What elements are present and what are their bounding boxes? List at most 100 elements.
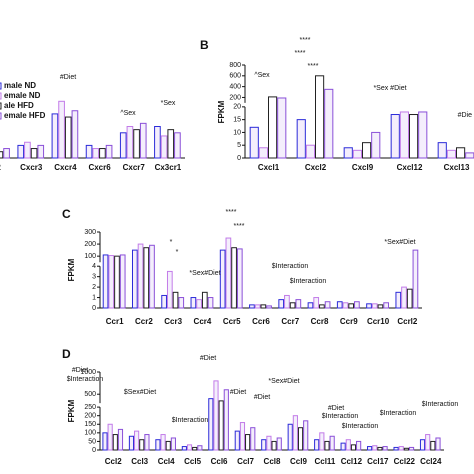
bar <box>249 126 259 159</box>
bar <box>64 116 72 159</box>
legend-label: emale HFD <box>4 111 46 120</box>
bar <box>172 291 179 309</box>
x-tick-label: Ccr8 <box>311 317 329 326</box>
y-axis-label: FPKM <box>217 100 226 123</box>
bar <box>166 270 173 309</box>
bar <box>223 389 229 451</box>
bar <box>170 437 176 451</box>
annotation: #Diet <box>72 367 88 374</box>
bar <box>412 249 419 309</box>
bar <box>114 255 120 309</box>
bar <box>393 446 399 451</box>
x-tick-label: Ccl6 <box>211 457 228 466</box>
legend-swatch <box>0 92 2 100</box>
legend-swatch <box>0 112 2 120</box>
panel-label: D <box>62 347 71 361</box>
bar <box>208 398 214 451</box>
y-tick-label: 300 <box>84 229 96 236</box>
bar <box>30 148 38 159</box>
bar <box>154 126 161 159</box>
bar <box>201 291 208 309</box>
bar <box>395 291 402 309</box>
bar <box>350 444 357 451</box>
bar <box>303 420 309 451</box>
bar <box>186 444 193 451</box>
annotation: **** <box>226 209 237 216</box>
bar <box>398 446 404 451</box>
y-tick-label: 50 <box>88 438 96 445</box>
bar <box>51 113 59 159</box>
bar <box>314 439 320 451</box>
annotation: $Interaction <box>290 278 327 285</box>
bar <box>131 249 138 309</box>
bar <box>287 423 293 451</box>
x-tick-label: Cxcl1 <box>258 163 280 172</box>
bar <box>409 114 419 159</box>
annotation: $Interaction <box>380 410 417 417</box>
annotation: #Die <box>458 112 473 119</box>
bar <box>119 132 127 159</box>
y-tick-label: 0 <box>237 155 241 162</box>
annotation: **** <box>234 223 245 230</box>
bar <box>419 439 426 451</box>
annotation: *Sex#Diet <box>384 239 415 246</box>
bar <box>119 254 126 309</box>
x-tick-label: Cxcl12 <box>397 163 423 172</box>
bar <box>144 434 150 451</box>
y-tick-label: 150 <box>84 421 96 428</box>
y-tick-label: 200 <box>84 413 96 420</box>
bar <box>85 144 93 159</box>
bar <box>268 96 278 159</box>
x-tick-label: r2 <box>0 163 1 172</box>
bar <box>382 446 388 451</box>
bar <box>324 440 330 451</box>
annotation: ^Sex <box>120 110 136 117</box>
bar <box>319 432 325 451</box>
y-axis-label: FPKM <box>67 399 76 422</box>
bar <box>465 152 474 159</box>
legend-swatch <box>0 82 2 90</box>
bar <box>17 144 25 159</box>
bar <box>178 297 185 309</box>
y-tick-label: 15 <box>233 116 241 123</box>
bar <box>112 434 118 451</box>
annotation: #Diet <box>230 389 246 396</box>
y-tick-label: 100 <box>84 430 96 437</box>
bar <box>292 415 298 451</box>
bar <box>0 151 4 159</box>
bar <box>3 148 10 159</box>
x-tick-label: Ccl8 <box>264 457 281 466</box>
bar <box>305 144 315 159</box>
bar <box>260 304 267 309</box>
x-tick-label: Ccl12 <box>341 457 363 466</box>
bar <box>58 100 65 159</box>
x-tick-label: Ccr1 <box>106 317 124 326</box>
bar <box>390 114 400 159</box>
x-tick-label: Ccr6 <box>252 317 270 326</box>
bar <box>107 423 113 451</box>
y-tick-label: 1000 <box>80 369 96 376</box>
x-tick-label: Ccl3 <box>131 457 148 466</box>
bar <box>266 435 272 451</box>
x-tick-label: Cxcr4 <box>54 163 77 172</box>
bar <box>254 304 261 309</box>
bar <box>261 439 267 451</box>
legend-label: male ND <box>4 81 36 90</box>
bar <box>102 254 109 309</box>
bar <box>192 446 198 451</box>
bar <box>236 248 243 309</box>
x-tick-label: Cxcl13 <box>444 163 470 172</box>
bar <box>143 247 150 309</box>
bar <box>372 445 378 451</box>
x-tick-label: Ccl11 <box>314 457 335 466</box>
annotation: $Interaction <box>67 376 104 383</box>
x-tick-label: Cxcl2 <box>305 163 327 172</box>
y-tick-label: 600 <box>229 73 241 80</box>
bar <box>315 75 325 159</box>
bar <box>348 303 355 309</box>
panel-label: B <box>200 38 209 52</box>
x-tick-label: Ccr9 <box>340 317 358 326</box>
bar <box>324 88 334 159</box>
bar <box>277 97 287 159</box>
y-tick-label: 500 <box>84 391 96 398</box>
